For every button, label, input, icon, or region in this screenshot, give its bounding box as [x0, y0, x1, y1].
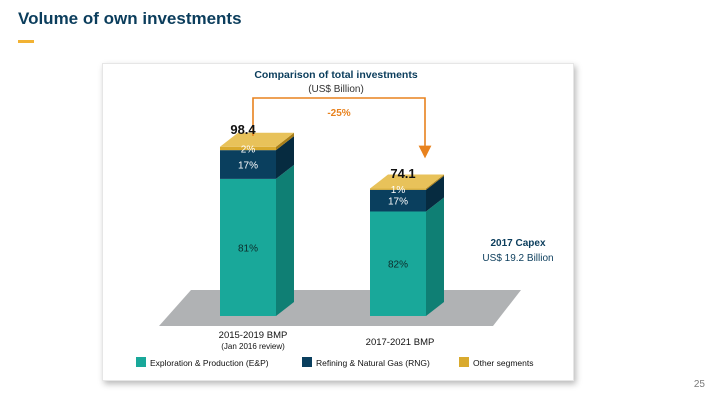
- bar-top-2015-2019: [220, 132, 294, 147]
- legend-swatch-other: [459, 357, 469, 367]
- data-label-rng-2015-2019: 17%: [238, 161, 258, 172]
- chart-subtitle: (US$ Billion): [308, 84, 364, 95]
- data-label-other-2017-2021: 1%: [391, 185, 406, 196]
- capex-annotation-title: 2017 Capex: [490, 238, 545, 249]
- change-arrow: [252, 97, 432, 159]
- legend-swatch-rng: [302, 357, 312, 367]
- bar-segment-other-2017-2021: [370, 188, 426, 190]
- legend: Exploration & Production (E&P) Refining …: [136, 357, 533, 368]
- bar-side-rng-2017-2021: [426, 175, 444, 212]
- bar-side-rng-2015-2019: [276, 136, 294, 179]
- bar-side-other-2015-2019: [276, 132, 294, 151]
- data-label-rng-2017-2021: 17%: [388, 197, 408, 208]
- bar-side-ep-2015-2019: [276, 164, 294, 316]
- page-title: Volume of own investments: [18, 9, 242, 28]
- change-label: -25%: [327, 108, 350, 119]
- capex-annotation-value: US$ 19.2 Billion: [482, 253, 553, 264]
- bars-group: 81%17%2%82%17%1%: [220, 132, 444, 316]
- total-label-2015-2019: 98.4: [230, 122, 256, 137]
- total-label-2017-2021: 74.1: [390, 166, 415, 181]
- title-accent-bar: [18, 40, 34, 43]
- bar-side-other-2017-2021: [426, 174, 444, 190]
- investment-chart: Comparison of total investments (US$ Bil…: [136, 69, 554, 368]
- legend-label-rng: Refining & Natural Gas (RNG): [316, 358, 430, 368]
- category-label-2017-2021: 2017-2021 BMP: [366, 337, 435, 348]
- category-label-2015-2019: 2015-2019 BMP: [219, 330, 288, 341]
- bar-segment-ep-2017-2021: [370, 211, 426, 316]
- bar-segment-other-2015-2019: [220, 146, 276, 151]
- data-label-ep-2017-2021: 82%: [388, 260, 408, 271]
- legend-label-ep: Exploration & Production (E&P): [150, 358, 269, 368]
- bar-segment-rng-2017-2021: [370, 189, 426, 212]
- chart-floor: [159, 290, 521, 326]
- chart-panel: Comparison of total investments (US$ Bil…: [102, 63, 574, 381]
- legend-swatch-ep: [136, 357, 146, 367]
- legend-label-other: Other segments: [473, 358, 533, 368]
- data-label-ep-2015-2019: 81%: [238, 243, 258, 254]
- bar-side-ep-2017-2021: [426, 197, 444, 316]
- chart-title: Comparison of total investments: [254, 69, 418, 81]
- page-number: 25: [693, 379, 705, 390]
- bar-segment-rng-2015-2019: [220, 150, 276, 179]
- bar-segment-ep-2015-2019: [220, 178, 276, 316]
- category-sublabel-2015-2019: (Jan 2016 review): [221, 342, 285, 351]
- bar-top-2017-2021: [370, 174, 444, 189]
- data-label-other-2015-2019: 2%: [241, 144, 256, 155]
